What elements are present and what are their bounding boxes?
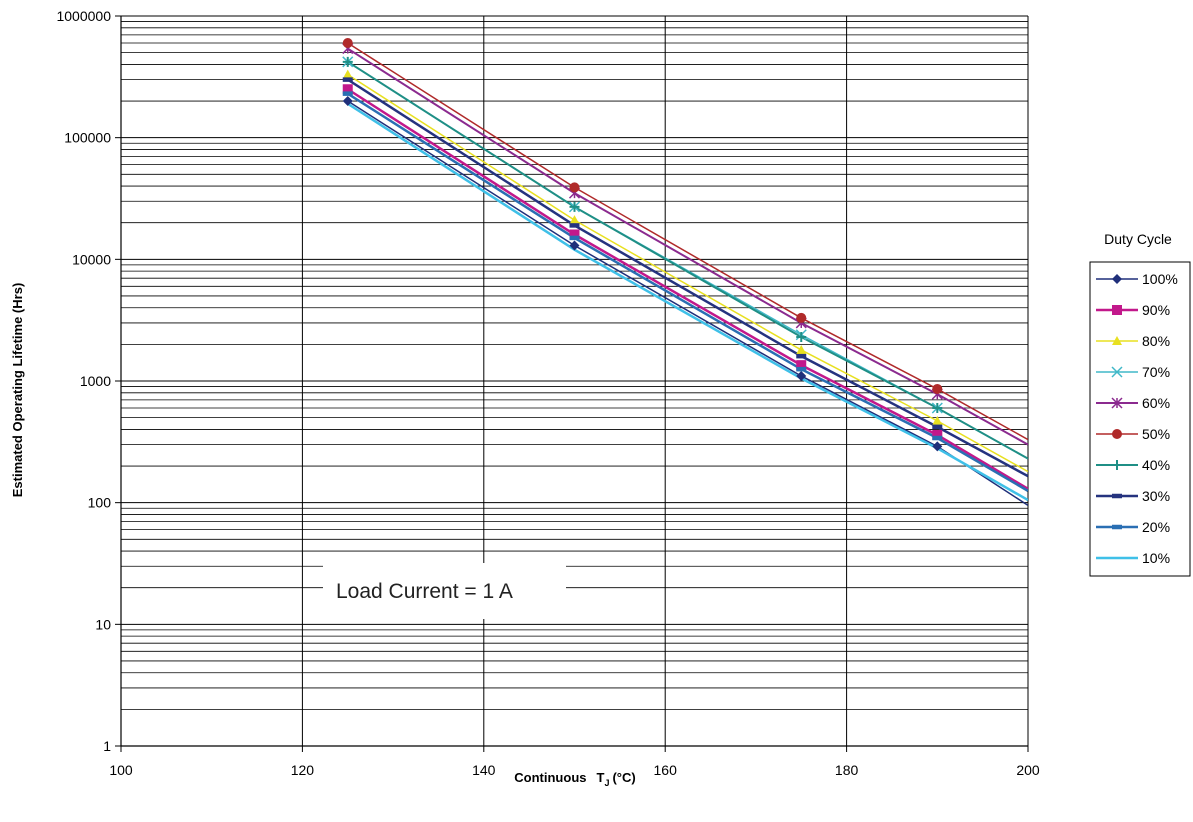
legend-box — [1089, 261, 1191, 577]
legend-items: 100% 90% 80% 70% 60% 50% 40% 30% 20% 10% — [1096, 271, 1178, 566]
data-point-40pct — [342, 56, 353, 67]
data-point-50pct — [342, 37, 353, 48]
annotation-text: Load Current = 1 A — [336, 580, 513, 603]
data-point-90pct — [932, 429, 943, 440]
annotation: Load Current = 1 A — [323, 563, 566, 619]
data-point-90pct — [796, 360, 807, 371]
legend-marker-20pct — [1112, 524, 1122, 530]
y-tick-label: 100 — [88, 495, 112, 511]
legend-marker-40pct — [1112, 460, 1122, 470]
y-tick-label: 1000000 — [56, 8, 111, 24]
legend-marker-70pct — [1111, 366, 1123, 378]
y-tick-label: 1000 — [80, 373, 111, 389]
x-tick-labels: 100 120 140 160 180 200 — [109, 762, 1040, 778]
legend-label-50pct: 50% — [1142, 426, 1170, 442]
legend-label-40pct: 40% — [1142, 457, 1170, 473]
data-point-50pct — [796, 312, 807, 323]
data-point-80pct — [796, 344, 807, 354]
data-point-80pct — [932, 415, 943, 425]
legend: Duty Cycle 100%90%80%70%60%50%40%30%20%1… — [1089, 231, 1191, 577]
x-axis-title-subscript: J — [604, 778, 609, 788]
x-axis-title-unit: (°C) — [612, 770, 635, 785]
data-point-30pct — [342, 77, 353, 82]
legend-marker-60pct — [1111, 397, 1123, 409]
legend-label-100pct: 100% — [1142, 271, 1178, 287]
legend-label-90pct: 90% — [1142, 302, 1170, 318]
data-point-30pct — [932, 424, 943, 430]
legend-marker-50pct — [1112, 429, 1122, 439]
legend-label-20pct: 20% — [1142, 519, 1170, 535]
y-tick-labels: 1 10 100 1000 10000 100000 1000000 — [56, 8, 111, 754]
y-tick-label: 1 — [103, 738, 111, 754]
legend-label-70pct: 70% — [1142, 364, 1170, 380]
data-point-80pct — [569, 215, 580, 225]
data-point-30pct — [796, 353, 807, 359]
data-point-100pct — [932, 441, 943, 452]
data-point-30pct — [569, 223, 580, 228]
data-point-20pct — [796, 366, 807, 372]
x-tick-label: 140 — [472, 762, 496, 778]
data-point-50pct — [569, 182, 580, 193]
data-point-40pct — [796, 331, 807, 342]
x-axis-title-text: Continuous — [514, 770, 586, 785]
data-point-100pct — [569, 240, 580, 251]
legend-label-80pct: 80% — [1142, 333, 1170, 349]
legend-label-30pct: 30% — [1142, 488, 1170, 504]
data-point-100pct — [796, 370, 807, 381]
axes — [115, 15, 1029, 752]
legend-title: Duty Cycle — [1104, 231, 1172, 247]
legend-label-60pct: 60% — [1142, 395, 1170, 411]
data-point-50pct — [932, 383, 943, 394]
annotation-box — [323, 563, 566, 619]
data-point-20pct — [342, 91, 353, 96]
data-point-80pct — [342, 69, 353, 79]
x-tick-label: 180 — [835, 762, 859, 778]
y-tick-label: 10000 — [72, 251, 111, 267]
data-point-90pct — [342, 84, 353, 95]
x-tick-label: 200 — [1016, 762, 1040, 778]
data-point-100pct — [342, 96, 353, 107]
x-axis-title-symbol: T — [597, 770, 605, 785]
data-point-40pct — [569, 201, 580, 212]
legend-marker-90pct — [1112, 305, 1122, 315]
legend-marker-80pct — [1112, 336, 1122, 345]
y-tick-label: 100000 — [64, 130, 111, 146]
series-markers — [342, 37, 943, 452]
data-point-20pct — [932, 435, 943, 441]
legend-label-10pct: 10% — [1142, 550, 1170, 566]
legend-marker-30pct — [1112, 493, 1122, 499]
legend-marker-100pct — [1112, 274, 1122, 284]
y-tick-label: 10 — [95, 616, 111, 632]
x-axis-title: Continuous TJ (°C) — [514, 770, 635, 788]
x-tick-label: 120 — [291, 762, 315, 778]
x-tick-label: 100 — [109, 762, 133, 778]
data-point-90pct — [569, 229, 580, 240]
y-axis-title: Estimated Operating Lifetime (Hrs) — [10, 283, 25, 498]
x-tick-label: 160 — [654, 762, 678, 778]
data-point-40pct — [932, 402, 943, 413]
data-point-20pct — [569, 235, 580, 241]
